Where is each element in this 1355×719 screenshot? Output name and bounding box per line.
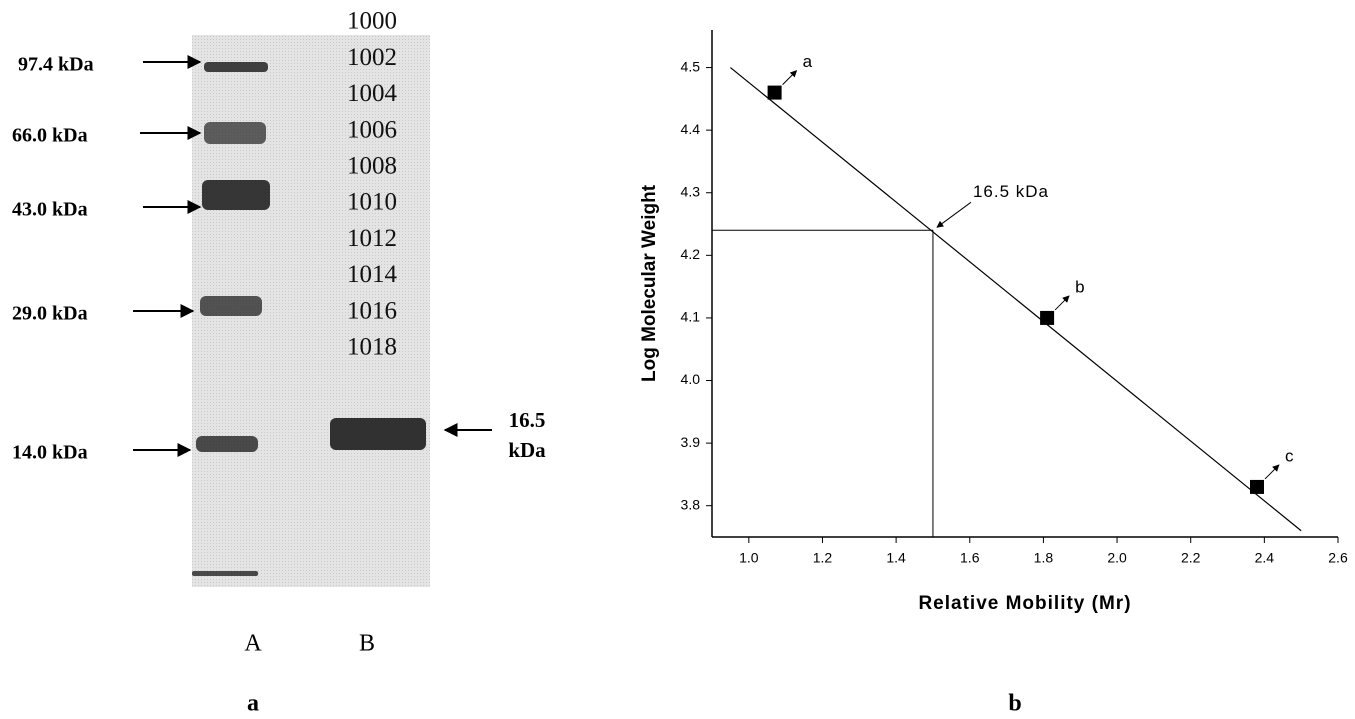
y-tick-label: 3.9: [681, 434, 701, 450]
annotation-arrow: [937, 202, 971, 227]
x-tick-label: 2.2: [1181, 550, 1201, 566]
point-label: c: [1285, 446, 1294, 465]
gel-panel: 97.4 kDa 66.0 kDa 43.0 kDa 29.0 kDa 14.0 kDa…: [12, 8, 546, 717]
overlay-number: 1014: [347, 261, 398, 288]
marker-label: 14.0 kDa: [12, 442, 88, 464]
overlay-number: 1016: [347, 297, 397, 324]
overlay-number: 1012: [347, 225, 397, 252]
marker-label: 29.0 kDa: [12, 303, 88, 325]
overlay-number: 1018: [347, 334, 397, 361]
x-tick-label: 1.6: [960, 550, 980, 566]
point-label: a: [803, 52, 813, 71]
x-tick-label: 2.6: [1328, 550, 1348, 566]
fit-line: [730, 68, 1301, 531]
overlay-number: 1010: [347, 189, 397, 216]
marker-label: 43.0 kDa: [12, 199, 88, 221]
marker-label: 66.0 kDa: [12, 125, 88, 147]
y-tick-label: 4.0: [681, 371, 701, 387]
y-tick-label: 4.4: [681, 121, 701, 137]
y-axis-label: Log Molecular Weight: [639, 184, 660, 382]
figure: 97.4 kDa 66.0 kDa 43.0 kDa 29.0 kDa 14.0 kDa…: [0, 0, 1355, 719]
x-axis-label: Relative Mobility (Mr): [918, 593, 1131, 614]
point-label-arrow: [783, 71, 797, 85]
x-tick-label: 2.0: [1107, 550, 1127, 566]
point-label: b: [1075, 277, 1084, 296]
x-tick-label: 2.4: [1255, 550, 1275, 566]
point-label-arrow: [1055, 296, 1069, 310]
y-tick-label: 4.2: [681, 246, 701, 262]
x-tick-label: 1.4: [886, 550, 906, 566]
data-point: [1040, 311, 1054, 325]
overlay-number: 1000: [347, 8, 397, 35]
y-tick-label: 4.3: [681, 183, 701, 199]
sample-label: 16.5: [509, 408, 546, 432]
lane-label: A: [244, 631, 262, 657]
overlay-number: 1006: [347, 116, 397, 143]
x-tick-label: 1.2: [813, 550, 833, 566]
chart: 1.0 1.2 1.4 1.6 1.8 2.0 2.2 2.4 2.6 3.8 3.9 4.0 4.1 4…: [639, 30, 1348, 717]
overlay-number: 1002: [347, 44, 397, 71]
x-tick-label: 1.0: [739, 550, 759, 566]
sample-label: kDa: [508, 438, 546, 462]
panel-label: a: [247, 691, 259, 717]
data-point: [1250, 480, 1264, 494]
overlay-number: 1008: [347, 153, 397, 180]
overlay-number: 1004: [347, 80, 398, 107]
lane-label: B: [359, 631, 375, 657]
data-point: [768, 86, 782, 100]
annotation: 16.5 kDa: [973, 182, 1049, 201]
x-tick-label: 1.8: [1034, 550, 1054, 566]
panel-label: b: [1008, 691, 1021, 717]
y-tick-label: 4.5: [681, 58, 701, 74]
y-tick-label: 3.8: [681, 496, 701, 512]
point-label-arrow: [1265, 465, 1279, 479]
marker-label: 97.4 kDa: [18, 54, 94, 76]
y-tick-label: 4.1: [681, 309, 701, 325]
